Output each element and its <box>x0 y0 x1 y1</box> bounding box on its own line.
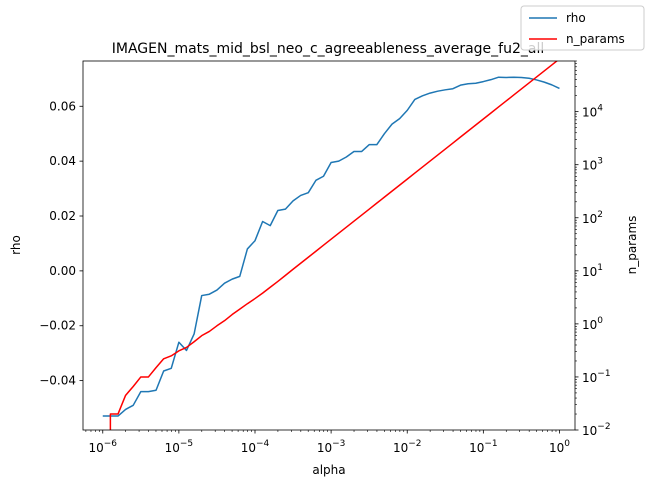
tick-base: 10 <box>582 265 597 279</box>
y-axis-label-left: rho <box>9 235 23 255</box>
axes-layer: 10−6 10−5 10−4 10−3 10−2 10−1 100−0.04−0.020.0… <box>39 60 611 455</box>
tick-base: 10 <box>582 318 597 332</box>
y-left-tick-label: 0.02 <box>49 209 76 223</box>
tick-exponent: 4 <box>597 104 603 114</box>
tick-base: 10 <box>582 424 597 438</box>
x-tick-label: 10−5 <box>165 439 194 455</box>
x-tick-label: 10−2 <box>393 439 422 455</box>
tick-exponent: −5 <box>180 439 193 449</box>
x-tick-label: 10−4 <box>241 439 270 455</box>
tick-exponent: −2 <box>408 439 421 449</box>
y-right-tick-label: 10−1 <box>582 369 611 385</box>
y-left-tick-label: 0.04 <box>49 154 76 168</box>
tick-base: 10 <box>582 371 597 385</box>
tick-exponent: −1 <box>484 439 497 449</box>
tick-exponent: 0 <box>564 439 570 449</box>
tick-base: 10 <box>582 106 597 120</box>
y-right-tick-label: 10−2 <box>582 422 611 438</box>
legend: rho n_params <box>520 5 645 51</box>
tick-base: 10 <box>241 441 256 455</box>
tick-base: 10 <box>582 159 597 173</box>
y-left-tick-label: 0.00 <box>49 264 76 278</box>
chart-title: IMAGEN_mats_mid_bsl_neo_c_agreeableness_… <box>112 41 545 57</box>
y-right-tick-label: 101 <box>582 263 603 279</box>
y-axis-label-right: n_params <box>625 216 639 275</box>
tick-base: 10 <box>582 212 597 226</box>
x-tick-label: 10−6 <box>88 439 117 455</box>
tick-base: 10 <box>469 441 484 455</box>
x-tick-label: 10−3 <box>317 439 346 455</box>
x-tick-label: 10−1 <box>469 439 498 455</box>
tick-exponent: 0 <box>597 316 603 326</box>
tick-exponent: 3 <box>597 157 603 167</box>
x-axis-label: alpha <box>312 463 345 477</box>
plot-background <box>83 61 575 430</box>
y-right-tick-label: 103 <box>582 157 603 173</box>
y-right-tick-label: 100 <box>582 316 603 332</box>
y-left-tick-label: −0.04 <box>39 374 76 388</box>
tick-exponent: −2 <box>597 422 610 432</box>
plot-area <box>83 61 575 430</box>
tick-base: 10 <box>317 441 332 455</box>
y-right-tick-label: 102 <box>582 210 603 226</box>
tick-exponent: 1 <box>597 263 603 273</box>
x-tick-label: 100 <box>549 439 570 455</box>
y-right-tick-label: 104 <box>582 104 603 120</box>
series-layer <box>102 61 560 430</box>
tick-exponent: −4 <box>256 439 270 449</box>
tick-exponent: −6 <box>104 439 118 449</box>
y-left-tick-label: −0.02 <box>39 319 76 333</box>
series-clip-group <box>102 61 560 430</box>
series-line-n-params <box>109 61 559 430</box>
legend-label-rho: rho <box>566 11 586 25</box>
tick-exponent: 2 <box>597 210 603 220</box>
tick-base: 10 <box>165 441 180 455</box>
tick-exponent: −1 <box>597 369 610 379</box>
tick-base: 10 <box>88 441 103 455</box>
series-line-rho <box>102 76 560 417</box>
y-left-tick-label: 0.06 <box>49 99 76 113</box>
tick-base: 10 <box>549 441 564 455</box>
legend-label-n-params: n_params <box>566 32 625 46</box>
tick-base: 10 <box>393 441 408 455</box>
tick-exponent: −3 <box>332 439 345 449</box>
